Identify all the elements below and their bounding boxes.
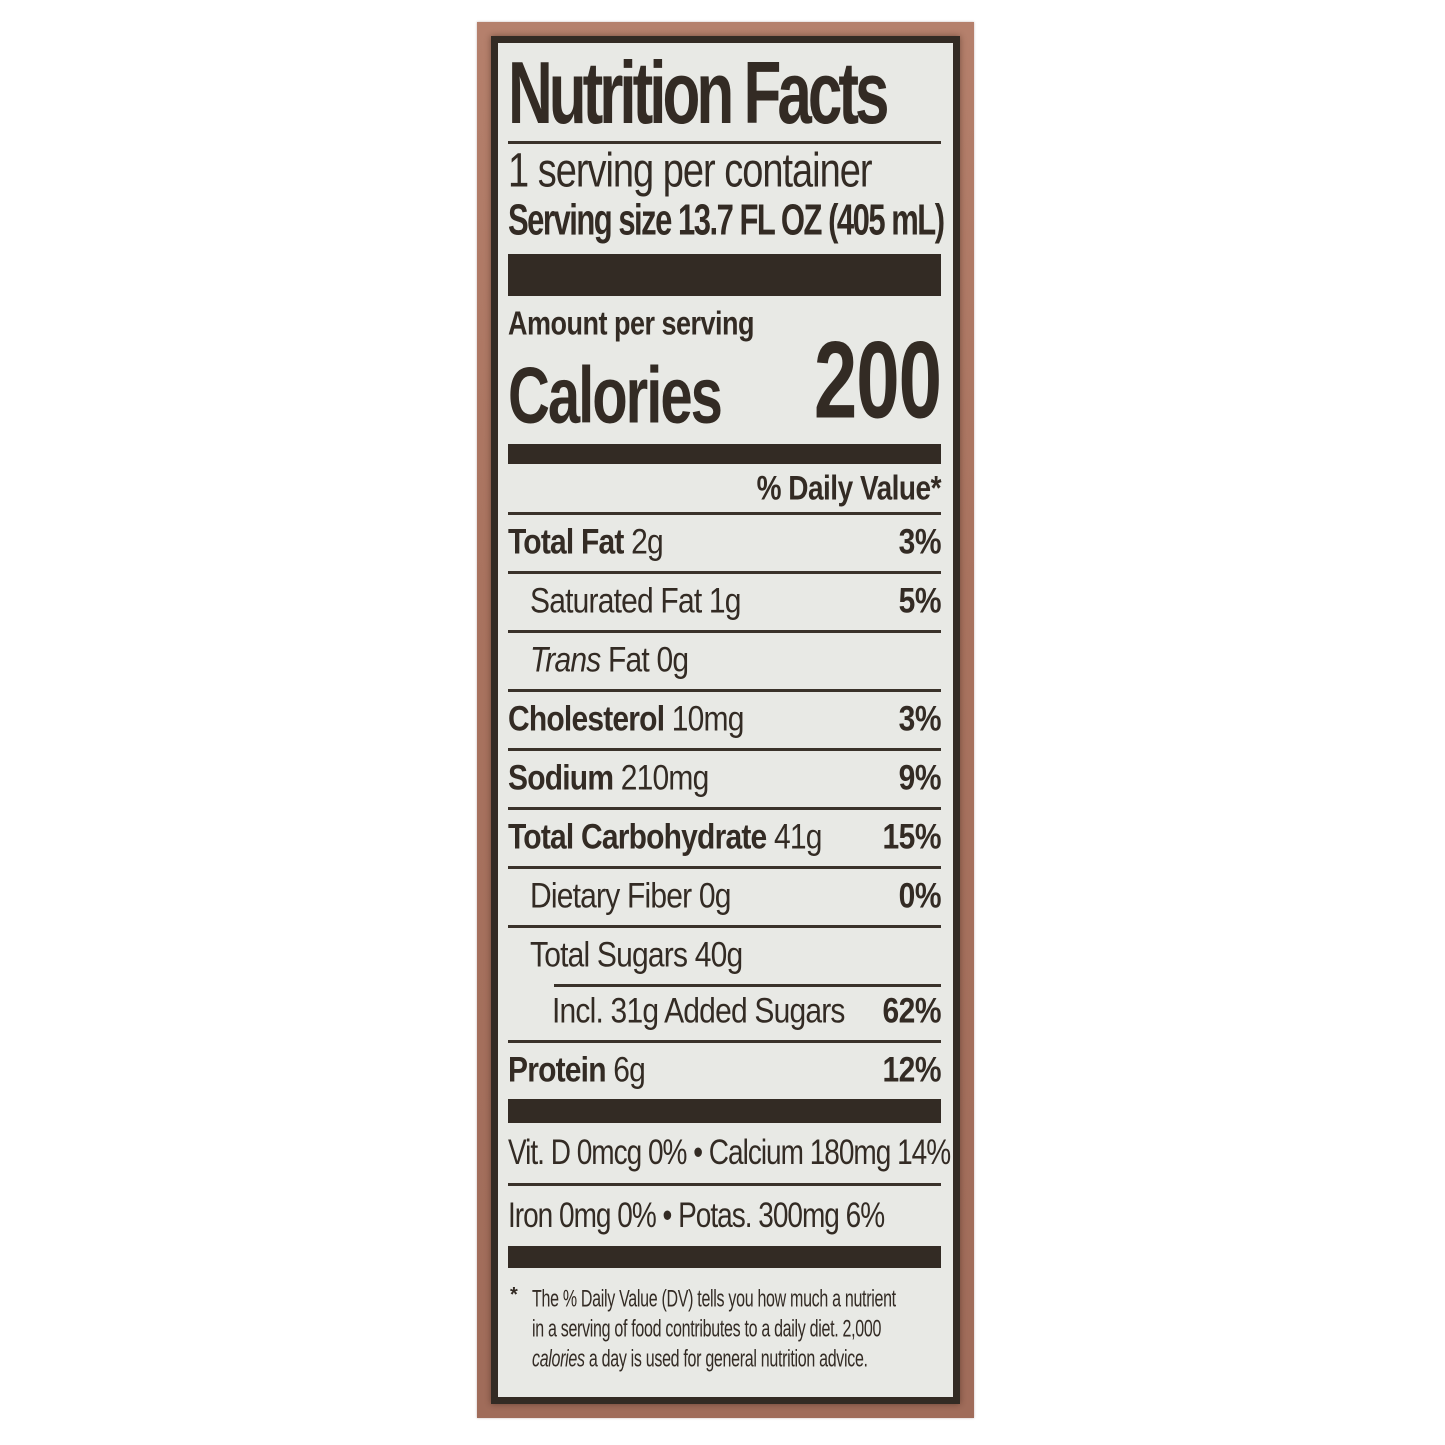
micronutrient-rows: Vit. D 0mcg 0% • Calcium 180mg 14% Iron … xyxy=(508,1123,951,1246)
footnote-line-3-rest: a day is used for general nutrition advi… xyxy=(584,1346,868,1373)
micro-text: Vit. D 0mcg 0% • Calcium 180mg 14% xyxy=(508,1132,951,1172)
panel-title-wrap: Nutrition Facts xyxy=(508,45,941,143)
serving-size-value: 13.7 FL OZ (405 mL) xyxy=(678,195,945,245)
nutrient-name: Total Carbohydrate xyxy=(508,817,767,857)
separator-bar-thick-mid xyxy=(508,1099,941,1123)
footnote-calories-italic: calories xyxy=(532,1346,585,1373)
nutrient-amount: 6g xyxy=(613,1050,646,1090)
nutrient-amount: 0g xyxy=(656,640,690,680)
nutrient-row-cholesterol: Cholesterol 10mg 3% xyxy=(508,689,942,748)
nutrient-pct: 5% xyxy=(898,581,942,621)
nutrient-pct: 9% xyxy=(898,758,942,798)
micro-text: Iron 0mg 0% • Potas. 300mg 6% xyxy=(508,1195,885,1235)
title-rule xyxy=(508,141,941,144)
nutrient-amount: 1g xyxy=(708,581,742,621)
amount-per-serving-row: Amount per serving xyxy=(508,304,941,342)
nutrient-name: Dietary Fiber xyxy=(530,876,692,916)
nutrient-amount: 41g xyxy=(773,817,822,857)
calories-value: 200 xyxy=(813,318,942,442)
nutrient-pct: 3% xyxy=(898,522,942,562)
nutrient-row-added-sugars: Incl. 31g Added Sugars 62% xyxy=(508,984,941,1040)
nutrient-row-saturated-fat: Saturated Fat 1g 5% xyxy=(508,571,942,630)
carton-background: Nutrition Facts 1 serving per container … xyxy=(477,22,974,1418)
nutrient-name: Incl. 31g Added Sugars xyxy=(552,991,845,1031)
nutrient-row-total-sugars: Total Sugars 40g xyxy=(508,925,941,984)
separator-bar-thick-top xyxy=(508,254,941,296)
nutrition-facts-panel: Nutrition Facts 1 serving per container … xyxy=(491,36,960,1404)
nutrient-name: Fat xyxy=(608,640,650,680)
nutrient-row-total-fat: Total Fat 2g 3% xyxy=(508,515,942,571)
nutrient-row-sodium: Sodium 210mg 9% xyxy=(508,748,942,807)
separator-bar-thick-bottom xyxy=(508,1246,941,1268)
nutrient-amount: 0g xyxy=(698,876,732,916)
servings-per-container: 1 serving per container xyxy=(508,143,873,198)
serving-size: Serving size 13.7 FL OZ (405 mL) xyxy=(508,195,945,245)
nutrient-name: Total Fat xyxy=(508,522,624,562)
serving-size-row: Serving size 13.7 FL OZ (405 mL) xyxy=(508,195,945,246)
nutrient-pct: 0% xyxy=(898,876,942,916)
daily-value-footnote: * The % Daily Value (DV) tells you how m… xyxy=(508,1278,941,1376)
micro-row-iron-potassium: Iron 0mg 0% • Potas. 300mg 6% xyxy=(508,1183,941,1246)
nutrient-pct: 12% xyxy=(882,1050,941,1090)
panel-title: Nutrition Facts xyxy=(508,44,889,143)
nutrient-pct: 62% xyxy=(882,991,941,1031)
nutrient-amount: 210mg xyxy=(620,758,710,798)
nutrient-amount: 10mg xyxy=(671,699,745,739)
daily-value-header: % Daily Value* xyxy=(756,469,942,507)
footnote-line-2: in a serving of food contributes to a da… xyxy=(532,1316,882,1343)
nutrient-name: Total Sugars xyxy=(530,935,688,975)
nutrient-rows: Total Fat 2g 3% Saturated Fat 1g 5% Tran… xyxy=(508,515,942,1099)
footnote-line-3: calories a day is used for general nutri… xyxy=(532,1338,868,1383)
nutrient-name-italic: Trans xyxy=(530,640,601,680)
nutrient-name: Sodium xyxy=(508,758,614,798)
nutrient-amount: 2g xyxy=(631,522,664,562)
calories-row: Calories 200 xyxy=(508,318,942,441)
footnote-line-1: The % Daily Value (DV) tells you how muc… xyxy=(532,1286,896,1313)
nutrient-name: Cholesterol xyxy=(508,699,665,739)
micro-row-vitd-calcium: Vit. D 0mcg 0% • Calcium 180mg 14% xyxy=(508,1123,951,1183)
nutrient-pct: 3% xyxy=(898,699,942,739)
amount-per-serving: Amount per serving xyxy=(508,304,755,342)
nutrient-row-dietary-fiber: Dietary Fiber 0g 0% xyxy=(508,866,942,925)
calories-label: Calories xyxy=(508,350,723,441)
separator-bar-medium xyxy=(508,444,941,464)
nutrient-row-protein: Protein 6g 12% xyxy=(508,1040,941,1099)
servings-per-container-row: 1 serving per container xyxy=(508,144,941,198)
nutrient-name: Saturated Fat xyxy=(530,581,702,621)
daily-value-header-row: % Daily Value* xyxy=(508,466,942,515)
nutrient-amount: 40g xyxy=(694,935,743,975)
serving-size-label: Serving size xyxy=(508,195,672,245)
nutrient-name: Protein xyxy=(508,1050,607,1090)
nutrient-row-total-carbohydrate: Total Carbohydrate 41g 15% xyxy=(508,807,941,866)
nutrient-pct: 15% xyxy=(882,817,941,857)
footnote-asterisk: * xyxy=(510,1284,518,1306)
nutrient-row-trans-fat: Trans Fat 0g xyxy=(508,630,941,689)
